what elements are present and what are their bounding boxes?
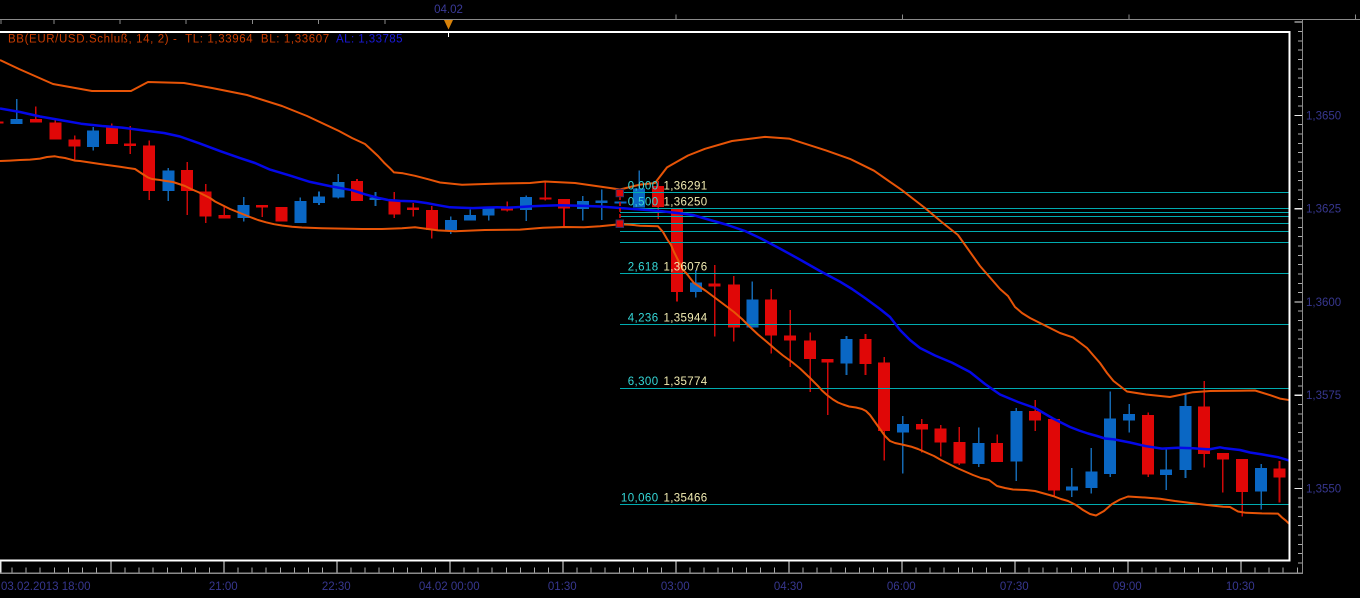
svg-text:1,35466: 1,35466 — [664, 493, 708, 505]
svg-text:1,3550: 1,3550 — [1306, 483, 1341, 495]
svg-text:04.02: 04.02 — [434, 4, 463, 16]
svg-text:1,35944: 1,35944 — [664, 312, 708, 324]
svg-text:03.02.2013 18:00: 03.02.2013 18:00 — [1, 581, 91, 593]
svg-text:6,300: 6,300 — [628, 376, 659, 388]
svg-text:1,36250: 1,36250 — [664, 197, 708, 209]
svg-text:4,236: 4,236 — [628, 312, 659, 324]
svg-text:1,3575: 1,3575 — [1306, 390, 1341, 402]
svg-text:22:30: 22:30 — [322, 581, 351, 593]
svg-text:07:30: 07:30 — [1000, 581, 1029, 593]
svg-text:09:00: 09:00 — [1113, 581, 1142, 593]
svg-text:10:30: 10:30 — [1226, 581, 1255, 593]
svg-text:21:00: 21:00 — [209, 581, 238, 593]
svg-text:BB(EUR/USD.Schluß, 14, 2) - T: BB(EUR/USD.Schluß, 14, 2) - TL: 1,33964 … — [8, 34, 330, 46]
svg-text:1,3650: 1,3650 — [1306, 110, 1341, 122]
svg-text:2,618: 2,618 — [628, 262, 659, 274]
svg-text:1,36291: 1,36291 — [664, 180, 708, 192]
svg-text:1,3600: 1,3600 — [1306, 297, 1341, 309]
svg-text:1,3625: 1,3625 — [1306, 204, 1341, 216]
svg-text:01:30: 01:30 — [548, 581, 577, 593]
svg-text:AL: 1,33785: AL: 1,33785 — [336, 34, 403, 46]
svg-text:03:00: 03:00 — [661, 581, 690, 593]
svg-text:04:30: 04:30 — [774, 581, 803, 593]
svg-text:0,500: 0,500 — [628, 197, 659, 209]
svg-text:0,000: 0,000 — [628, 180, 659, 192]
svg-text:06:00: 06:00 — [887, 581, 916, 593]
svg-text:04.02 00:00: 04.02 00:00 — [419, 581, 480, 593]
svg-text:10,060: 10,060 — [621, 493, 659, 505]
svg-text:1,36076: 1,36076 — [664, 262, 708, 274]
svg-text:1,35774: 1,35774 — [664, 376, 708, 388]
